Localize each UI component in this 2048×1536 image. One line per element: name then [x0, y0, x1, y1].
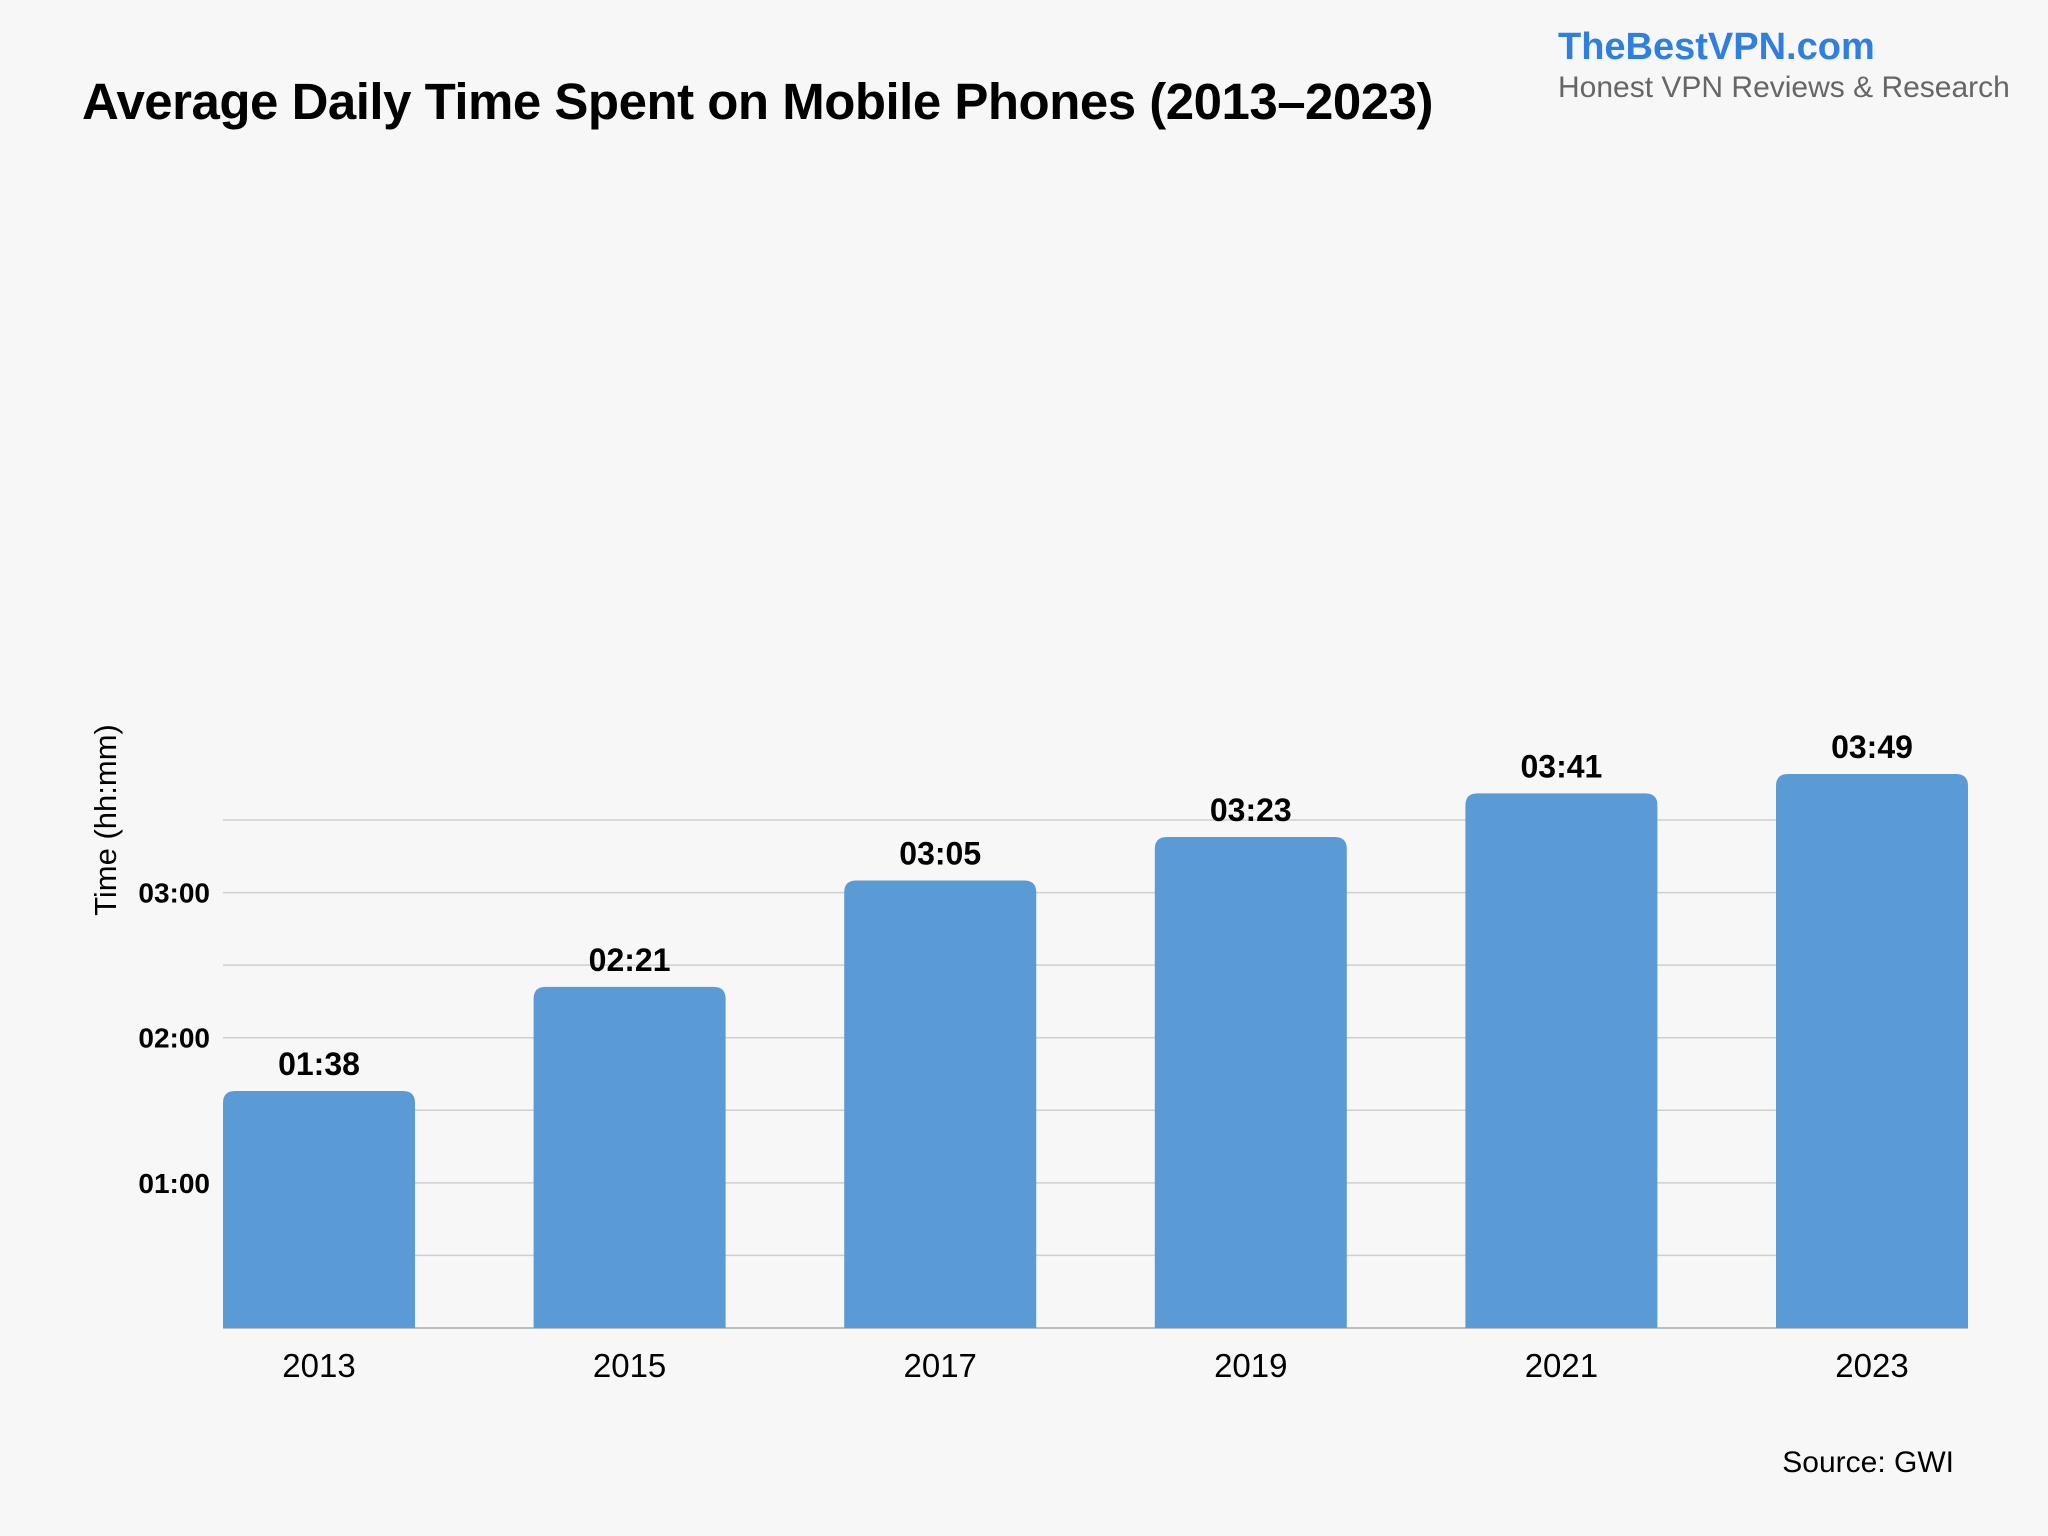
y-tick-label: 02:00 [138, 1023, 210, 1054]
chart-title: Average Daily Time Spent on Mobile Phone… [82, 73, 1434, 130]
x-tick-label: 2017 [903, 1347, 976, 1384]
data-label: 02:21 [589, 942, 671, 978]
bar-2015[interactable] [533, 986, 726, 1328]
y-axis-title: Time (hh:mm) [88, 724, 123, 916]
bar-2019[interactable] [1154, 836, 1347, 1328]
x-tick-label: 2023 [1835, 1347, 1908, 1384]
x-tick-label: 2021 [1525, 1347, 1598, 1384]
data-label: 03:05 [899, 835, 981, 871]
x-tick-label: 2015 [593, 1347, 666, 1384]
y-tick-label: 01:00 [138, 1168, 210, 1199]
bar-2017[interactable] [844, 880, 1037, 1328]
data-label: 01:38 [278, 1046, 360, 1082]
bar-2023[interactable] [1776, 774, 1968, 1328]
data-label: 03:49 [1831, 729, 1913, 765]
bar-2013[interactable] [223, 1090, 415, 1328]
y-tick-label: 03:00 [138, 878, 210, 909]
x-tick-label: 2013 [282, 1347, 355, 1384]
brand-name[interactable]: TheBestVPN.com [1558, 26, 1875, 68]
x-tick-label: 2019 [1214, 1347, 1287, 1384]
grid-lines [223, 819, 1968, 1329]
brand-tagline: Honest VPN Reviews & Research [1558, 71, 2010, 104]
data-label: 03:23 [1210, 792, 1292, 828]
bar-2021[interactable] [1465, 793, 1658, 1328]
brand-block: TheBestVPN.com Honest VPN Reviews & Rese… [1558, 24, 2010, 106]
data-label: 03:41 [1520, 748, 1602, 784]
source-note: Source: GWI [1782, 1446, 1954, 1479]
labels: 01:00 02:00 03:00 01:38 2013 02:21 2015 03:05 20… [138, 729, 1913, 1384]
bars [223, 774, 1968, 1328]
